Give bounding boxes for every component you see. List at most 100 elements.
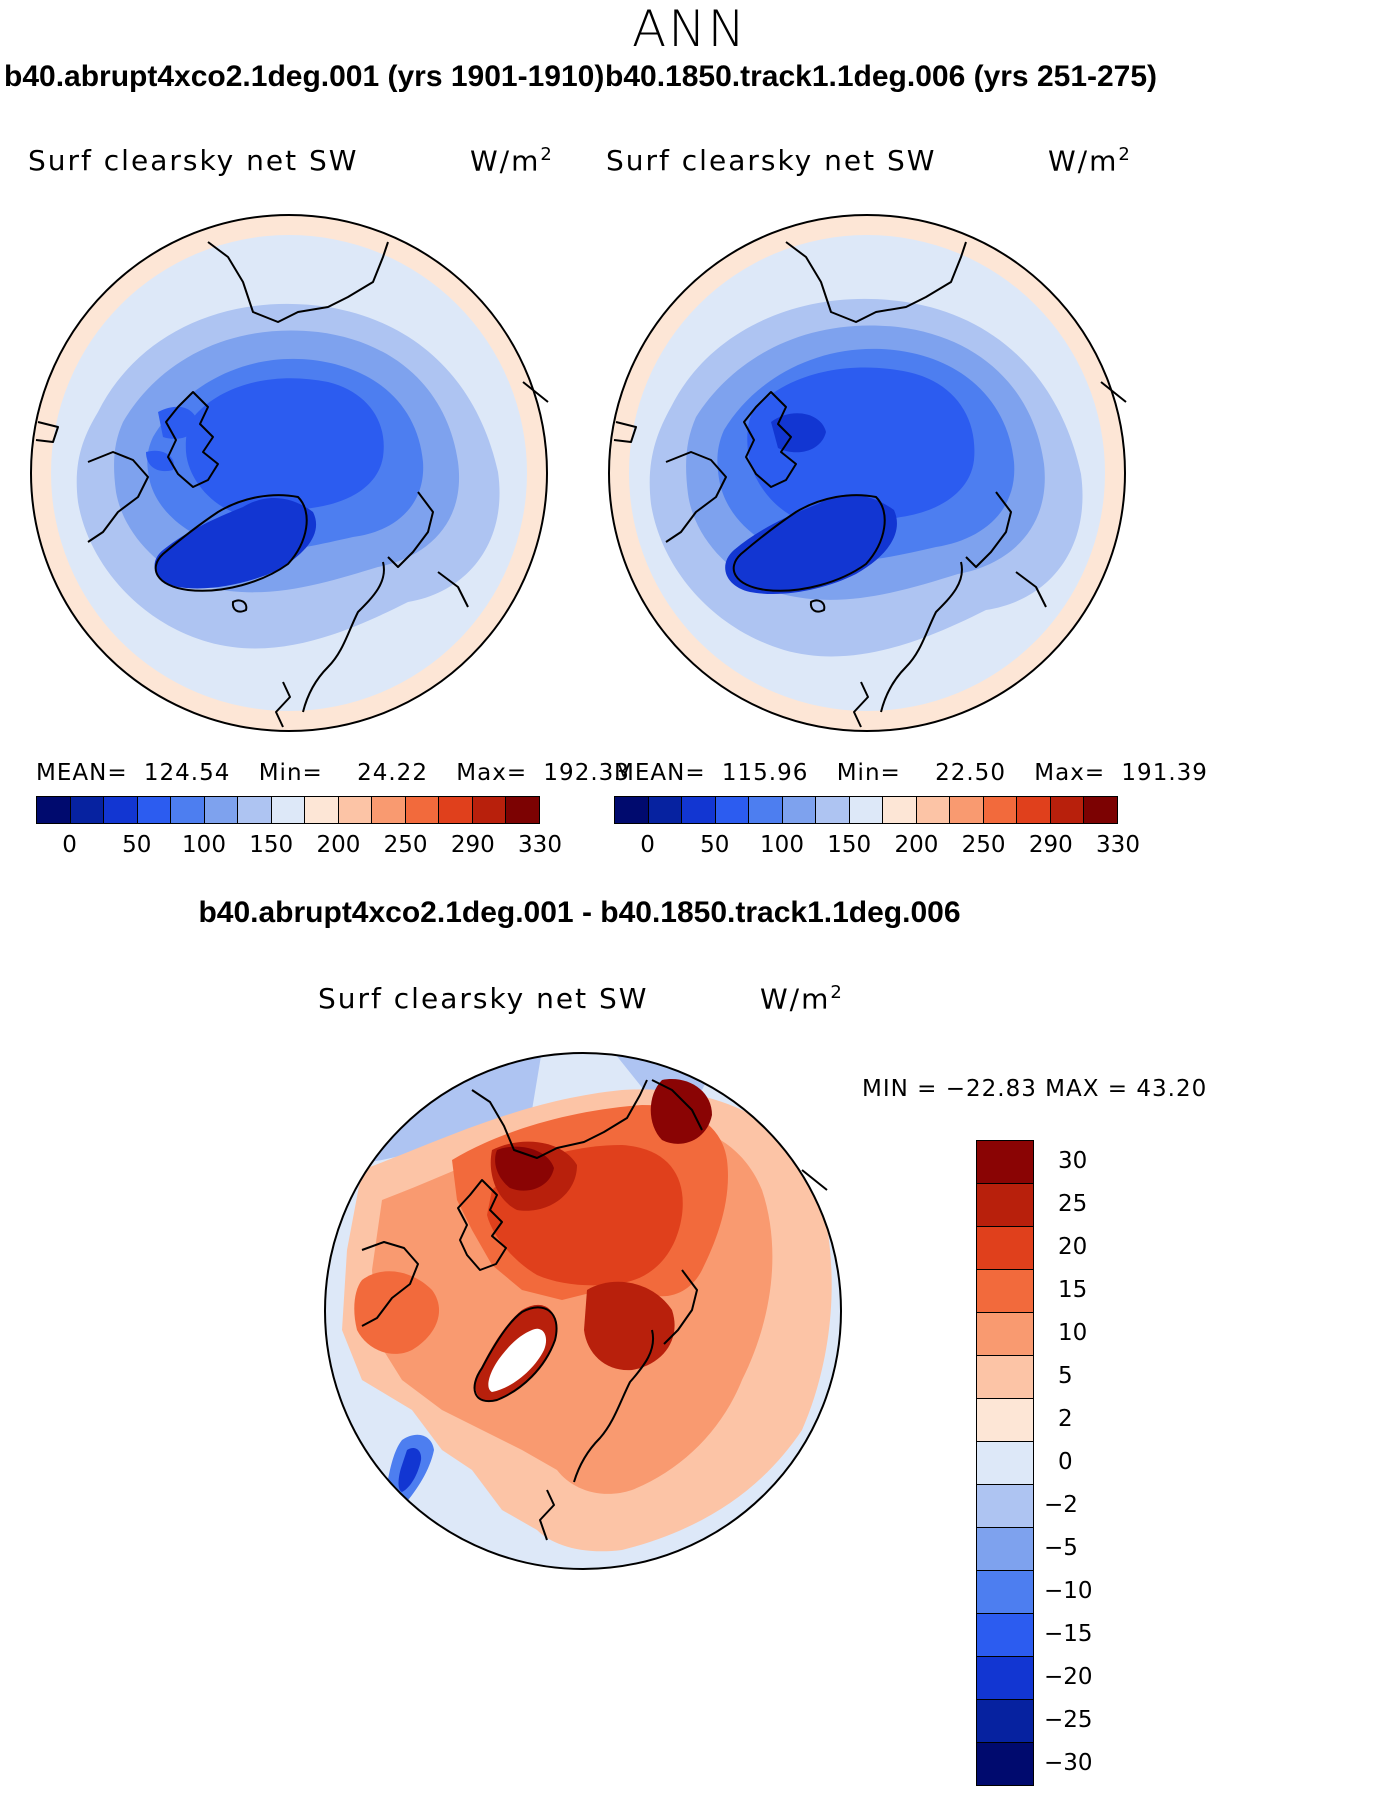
- panel1-stats: MEAN= 124.54 Min= 24.22 Max= 192.33: [36, 760, 630, 786]
- panel1-colorbar-cell-3: [137, 797, 172, 823]
- panel1-colorbar-tick-label: 200: [316, 832, 361, 858]
- panel2-mean-label: MEAN=: [614, 760, 706, 786]
- diff-colorbar-tick-label: −30: [1044, 1750, 1093, 1777]
- panel1-mean-value: 124.54: [143, 760, 231, 786]
- diff-colorbar-cell-13: [977, 1700, 1033, 1743]
- panel1-colorbar-tick-label: 330: [518, 832, 562, 858]
- panel1-colorbar-cell-4: [171, 797, 205, 823]
- panel2-colorbar-tick-label: 250: [961, 832, 1006, 858]
- diff-colorbar-cell-14: [977, 1743, 1033, 1785]
- diff-colorbar-tick-label: 20: [1058, 1233, 1088, 1260]
- diff-polar-map: [324, 1052, 842, 1570]
- panel1-coastlines: [35, 241, 549, 728]
- panel2-colorbar-cell-10: [950, 797, 984, 823]
- panel2-mean-value: 115.96: [721, 760, 809, 786]
- panel1-units-exponent: 2: [540, 144, 554, 165]
- panel2-colorbar-tick-label: 330: [1096, 832, 1140, 858]
- panel2-colorbar-tick-label: 150: [827, 832, 872, 858]
- diff-coastlines: [361, 1079, 828, 1541]
- panel1-colorbar-tick-label: 50: [122, 832, 152, 858]
- panel1-colorbar-tick-label: 100: [182, 832, 226, 858]
- panel2-colorbar-cell-13: [1050, 797, 1085, 823]
- diff-colorbar-cell-9: [977, 1528, 1033, 1571]
- diff-colorbar-cell-7: [977, 1442, 1033, 1485]
- diff-colorbar-cell-2: [977, 1227, 1033, 1270]
- diff-colorbar-tick-label: 25: [1058, 1190, 1088, 1217]
- diff-colorbar-cell-3: [977, 1270, 1033, 1313]
- panel1-variable-label: Surf clearsky net SW: [28, 144, 359, 177]
- diff-colorbar-tick-label: 15: [1058, 1276, 1088, 1303]
- diff-map-border: [324, 1052, 842, 1570]
- panel1-units: W/m2: [470, 144, 554, 177]
- diff-colorbar-cell-6: [977, 1399, 1033, 1442]
- panel2-units-exponent: 2: [1118, 144, 1132, 165]
- panel2-colorbar-cell-8: [883, 797, 917, 823]
- diff-colorbar-tick-label: −2: [1044, 1492, 1078, 1519]
- panel2-colorbar-cell-2: [682, 797, 716, 823]
- panel1-colorbar-cell-13: [472, 797, 507, 823]
- panel2-min-value: 22.50: [935, 760, 1006, 786]
- panel2-colorbar-cell-9: [916, 797, 951, 823]
- diff-colorbar-cell-0: [977, 1141, 1033, 1184]
- season-title: ANN: [631, 0, 747, 58]
- panel2-arctic-core: [747, 367, 975, 528]
- diff-colorbar-cell-12: [977, 1657, 1033, 1700]
- panel1-colorbar-tick-label: 0: [62, 832, 77, 858]
- panel2-min-label: Min=: [836, 760, 901, 786]
- diff-units-exponent: 2: [830, 982, 844, 1003]
- panel1-colorbar-cell-11: [405, 797, 440, 823]
- diff-colorbar: [976, 1140, 1034, 1786]
- panel1-colorbar-cell-9: [338, 797, 373, 823]
- diff-canada-warm: [354, 1271, 440, 1354]
- panel1-colorbar-cell-8: [305, 797, 339, 823]
- diff-colorbar-cell-4: [977, 1313, 1033, 1356]
- diff-bering-warm: [650, 1079, 712, 1144]
- diff-colorbar-tick-label: −20: [1044, 1664, 1093, 1691]
- panel1-archipelago-shade: [146, 406, 198, 472]
- panel1-colorbar-tick-label: 290: [450, 832, 495, 858]
- panel1-units-base: W/m: [470, 144, 541, 178]
- panel2-map-border: [608, 214, 1126, 732]
- diff-colorbar-ticks: 30 25 20 15 10 5 2 0 −2 −5 −10 −15 −20 −25 −30: [1044, 1140, 1154, 1786]
- panel1-colorbar-cell-12: [439, 797, 473, 823]
- panel2-polar-map: [608, 214, 1127, 732]
- panel1-max-label: Max=: [456, 760, 528, 786]
- panel2-colorbar-cell-14: [1084, 797, 1117, 823]
- panel1-colorbar-cell-10: [372, 797, 406, 823]
- panel2-colorbar-tick-label: 0: [640, 832, 655, 858]
- panel2-colorbar-cell-12: [1017, 797, 1051, 823]
- panel1-colorbar-ticks: 0 50 100 150 200 250 290 330: [36, 832, 562, 862]
- panel1-arctic-core: [185, 378, 384, 517]
- panel1-colorbar-tick-label: 250: [383, 832, 428, 858]
- panel1-colorbar-cell-14: [506, 797, 539, 823]
- diff-colorbar-tick-label: 30: [1058, 1147, 1088, 1174]
- diff-colorbar-cell-8: [977, 1485, 1033, 1528]
- case-title-1: b40.abrupt4xco2.1deg.001 (yrs 1901-1910): [4, 60, 605, 93]
- diff-colorbar-tick-label: 5: [1058, 1362, 1073, 1389]
- diff-colorbar-tick-label: 10: [1058, 1319, 1088, 1346]
- panel2-coastlines: [613, 241, 1127, 728]
- panel1-polar-map: [30, 214, 549, 732]
- panel2-max-value: 191.39: [1121, 760, 1208, 786]
- panel2-colorbar: [614, 796, 1118, 824]
- panel2-colorbar-cell-5: [782, 797, 817, 823]
- panel2-colorbar-ticks: 0 50 100 150 200 250 290 330: [614, 832, 1140, 862]
- panel2-colorbar-tick-label: 200: [894, 832, 939, 858]
- diff-colorbar-cell-10: [977, 1571, 1033, 1614]
- diff-units-base: W/m: [760, 982, 831, 1016]
- panel2-colorbar-cell-1: [648, 797, 683, 823]
- panel1-colorbar-cell-5: [204, 797, 239, 823]
- diff-colorbar-cell-1: [977, 1184, 1033, 1227]
- panel2-max-label: Max=: [1034, 760, 1106, 786]
- panel1-mean-label: MEAN=: [36, 760, 128, 786]
- panel2-colorbar-cell-6: [816, 797, 850, 823]
- panel2-colorbar-cell-11: [983, 797, 1018, 823]
- panel1-colorbar-cell-2: [104, 797, 138, 823]
- diff-colorbar-tick-label: −10: [1044, 1578, 1093, 1605]
- diff-colorbar-tick-label: 0: [1058, 1449, 1073, 1475]
- panel1-min-value: 24.22: [357, 760, 428, 786]
- panel2-variable-label: Surf clearsky net SW: [606, 144, 937, 177]
- diff-colorbar-tick-label: −25: [1044, 1707, 1093, 1734]
- diff-variable-label: Surf clearsky net SW: [318, 982, 649, 1015]
- panel1-colorbar-tick-label: 150: [249, 832, 294, 858]
